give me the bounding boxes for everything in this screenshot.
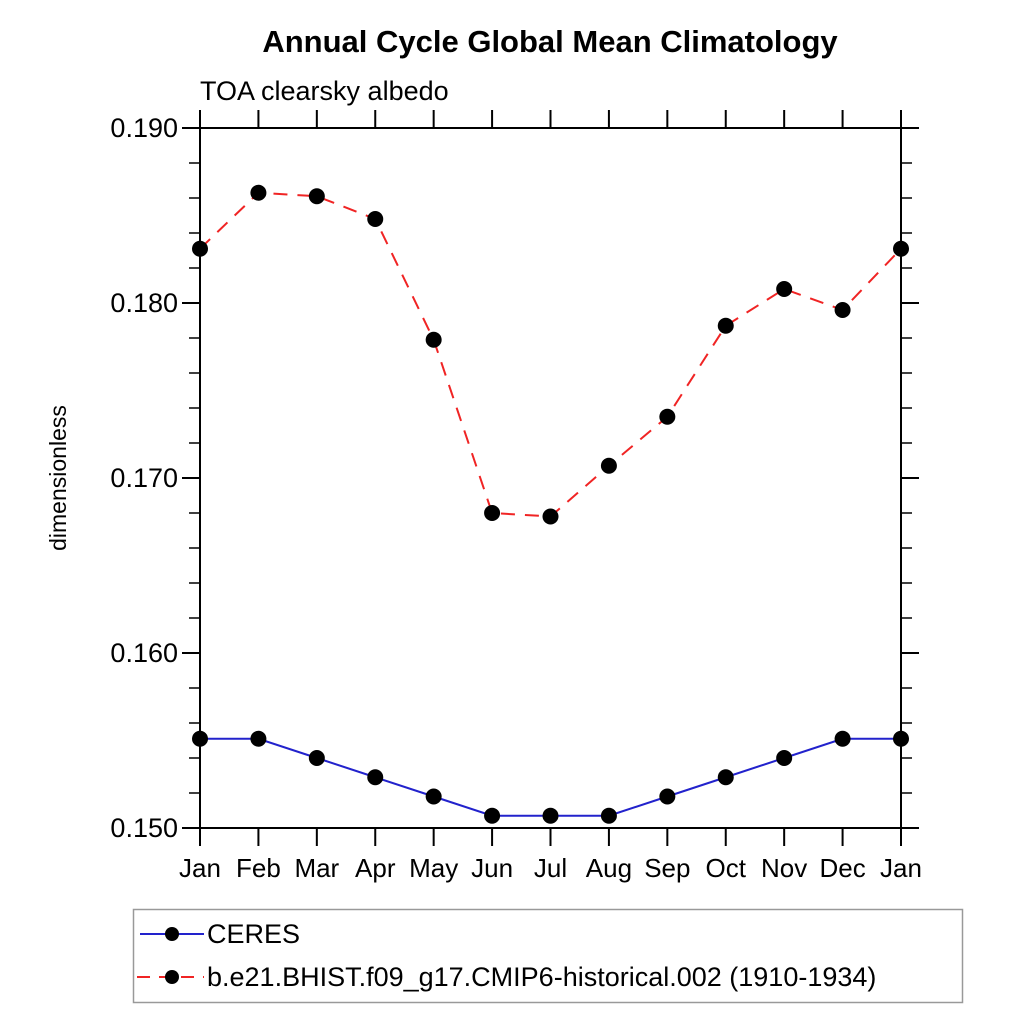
data-point: [367, 769, 384, 786]
x-tick-label: Oct: [706, 853, 747, 883]
data-point: [484, 505, 501, 521]
data-point: [717, 769, 734, 786]
x-tick-label: Sep: [644, 853, 690, 883]
legend-label-model: b.e21.BHIST.f09_g17.CMIP6-historical.002…: [207, 962, 876, 992]
y-tick-label: 0.190: [110, 113, 178, 143]
legend-marker-icon: [165, 970, 179, 984]
plot-frame: [199, 127, 902, 829]
legend-label-ceres: CERES: [207, 919, 300, 949]
legend-marker-icon: [165, 927, 179, 941]
data-point: [542, 508, 559, 525]
y-tick-label: 0.180: [110, 288, 178, 318]
series-line-1: [199, 191, 902, 518]
data-point: [367, 211, 384, 227]
data-point: [893, 730, 909, 747]
data-point: [192, 730, 208, 747]
x-tick-label: Jan: [179, 853, 221, 883]
data-point: [250, 184, 267, 201]
data-point: [717, 317, 734, 334]
legend-entry-model: b.e21.BHIST.f09_g17.CMIP6-historical.002…: [137, 962, 876, 992]
data-point: [308, 750, 325, 766]
data-point: [834, 730, 851, 747]
x-tick-label: Jul: [534, 853, 567, 883]
x-tick-label: Apr: [355, 853, 396, 883]
x-tick-label: May: [409, 853, 458, 883]
x-tick-label: Aug: [586, 853, 632, 883]
chart-subtitle: TOA clearsky albedo: [200, 76, 449, 106]
y-axis-label: dimensionless: [45, 405, 71, 551]
data-point: [542, 807, 559, 824]
chart-title: Annual Cycle Global Mean Climatology: [262, 24, 838, 59]
legend-entry-ceres: CERES: [140, 919, 300, 949]
data-point: [600, 807, 617, 824]
y-tick-label: 0.160: [110, 638, 178, 668]
data-point: [425, 788, 442, 805]
legend: CERES b.e21.BHIST.f09_g17.CMIP6-historic…: [132, 908, 964, 1004]
data-point: [484, 807, 501, 824]
x-tick-label: Nov: [761, 853, 807, 883]
data-point: [425, 331, 442, 348]
data-point: [192, 240, 208, 257]
data-point: [834, 302, 851, 318]
axes: 0.150 0.160 0.170 0.180 0.190 Jan Feb Mar Apr May…: [110, 110, 922, 883]
x-tick-label: Feb: [236, 853, 281, 883]
data-point: [893, 240, 909, 257]
y-tick-label: 0.170: [110, 463, 178, 493]
data-series: [192, 184, 909, 824]
data-point: [659, 408, 676, 425]
data-point: [600, 457, 617, 474]
x-tick-label: Jan: [880, 853, 922, 883]
legend-box: [132, 908, 964, 1004]
data-point: [250, 730, 267, 747]
data-point: [308, 188, 325, 205]
x-tick-label: Jun: [471, 853, 513, 883]
y-tick-label: 0.150: [110, 813, 178, 843]
series-line-0: [200, 737, 901, 817]
x-tick-label: Mar: [294, 853, 339, 883]
data-point: [776, 281, 793, 297]
x-tick-label: Dec: [819, 853, 865, 883]
data-point: [776, 750, 793, 766]
data-point: [659, 788, 676, 805]
